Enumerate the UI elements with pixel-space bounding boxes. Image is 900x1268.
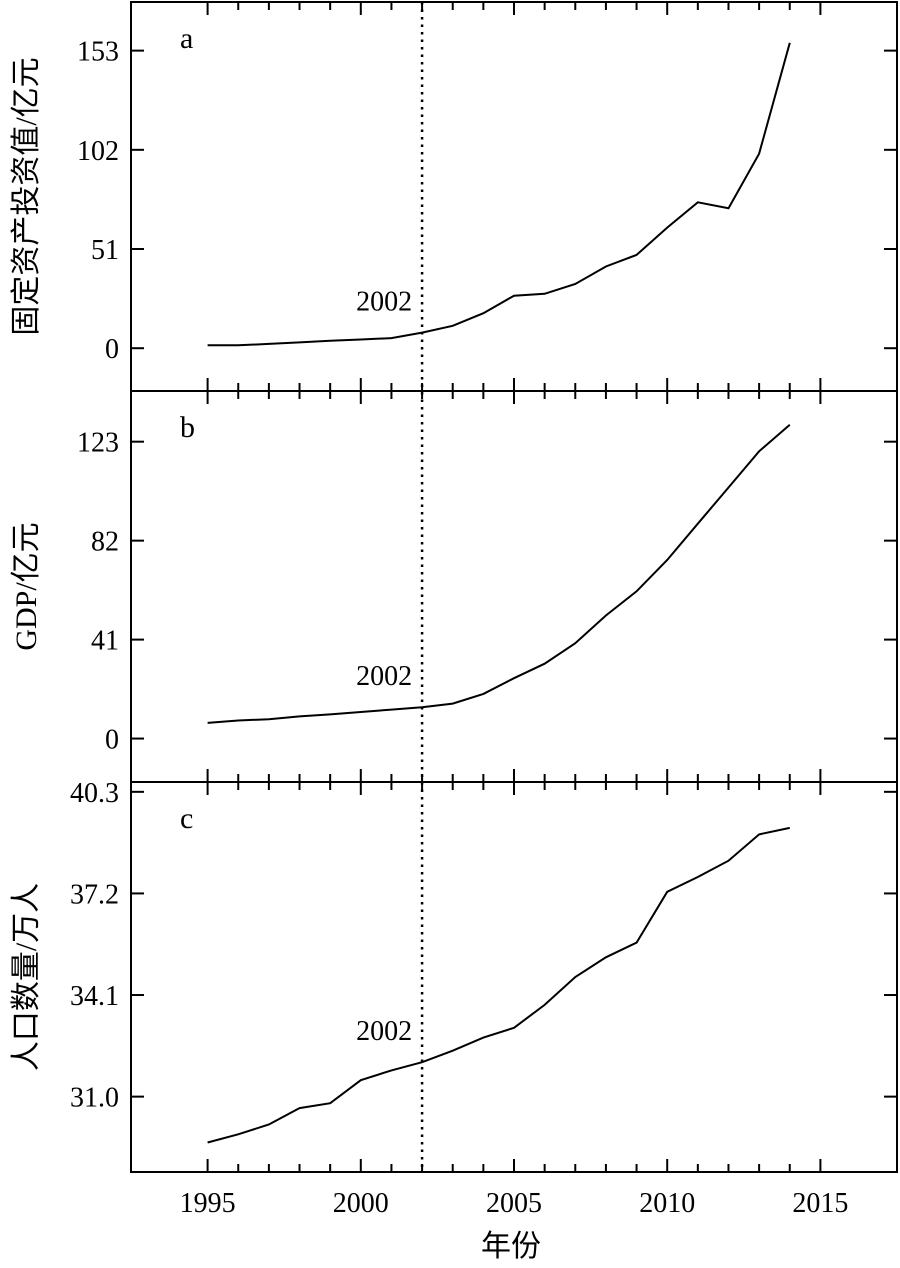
panel-b-series-line (207, 424, 791, 724)
x-tick-label: 1995 (180, 1188, 236, 1219)
x-axis-label: 年份 (481, 1230, 541, 1263)
y-axis-label: 固定资产投资值/亿元 (10, 57, 43, 335)
panel-a: 0 51 102 153 a 2002 固定资产投资值/亿元 (10, 1, 898, 392)
x-tick-label: 2010 (639, 1188, 695, 1219)
annotation-2002: 2002 (356, 1016, 412, 1047)
y-tick-label: 82 (91, 527, 119, 558)
y-tick-label: 40.3 (70, 778, 119, 809)
y-tick-label: 102 (77, 136, 119, 167)
panel-a-series-line (207, 42, 791, 347)
panel-c: 31.0 34.1 37.2 40.3 c 2002 人口数量/万人 (10, 778, 898, 1173)
y-axis-label: 人口数量/万人 (10, 883, 43, 1071)
x-tick-label: 2000 (333, 1188, 389, 1219)
annotation-2002: 2002 (356, 287, 412, 318)
y-axis-label: GDP/亿元 (10, 522, 43, 650)
panel-b: 0 41 82 123 b 2002 GDP/亿元 (10, 390, 898, 783)
y-tick-label: 51 (91, 235, 119, 266)
annotation-2002: 2002 (356, 661, 412, 692)
y-tick-label: 37.2 (70, 879, 119, 910)
y-tick-label: 31.0 (70, 1083, 119, 1114)
panel-a-frame (130, 1, 898, 392)
x-tick-label: 2015 (792, 1188, 848, 1219)
y-tick-label: 153 (77, 37, 119, 68)
y-tick-label: 0 (105, 334, 119, 365)
y-tick-label: 0 (105, 725, 119, 756)
y-tick-label: 123 (77, 428, 119, 459)
panel-c-frame (130, 781, 898, 1173)
x-tick-label: 2005 (486, 1188, 542, 1219)
panel-letter: c (180, 802, 193, 835)
y-tick-label: 34.1 (70, 981, 119, 1012)
panel-letter: a (180, 22, 193, 55)
panel-letter: b (180, 411, 195, 444)
panel-b-frame (130, 390, 898, 783)
panel-c-series-line (207, 826, 791, 1144)
y-tick-label: 41 (91, 626, 119, 657)
